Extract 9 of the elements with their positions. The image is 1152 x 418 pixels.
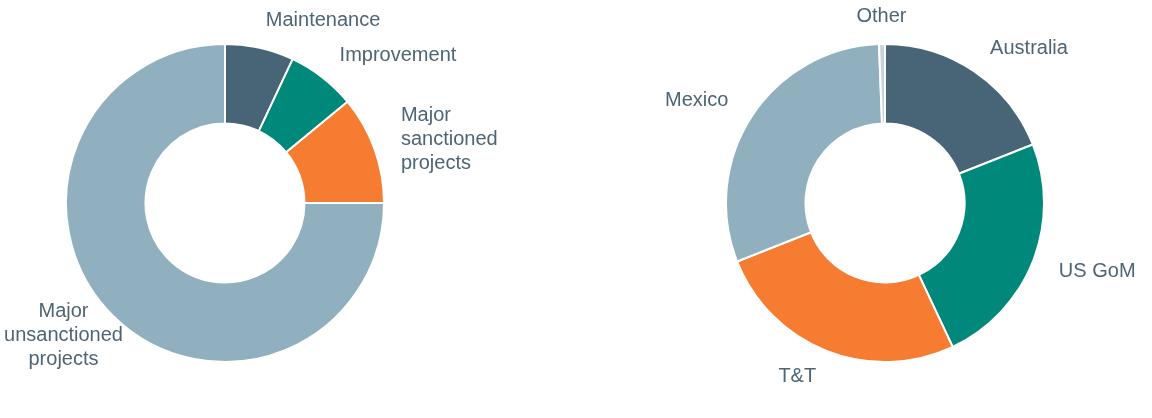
- slice-label: Improvement: [339, 42, 457, 65]
- slice-label: Major sanctioned projects: [400, 103, 498, 174]
- slice-label: US GoM: [1058, 259, 1136, 282]
- slice-label: T&T: [778, 364, 817, 387]
- slice-label: Major unsanctioned projects: [4, 298, 123, 369]
- slice-label: Australia: [990, 35, 1069, 58]
- slice-label: Maintenance: [265, 8, 381, 31]
- slice-label: Other: [856, 3, 907, 26]
- slice-label: Mexico: [665, 88, 729, 111]
